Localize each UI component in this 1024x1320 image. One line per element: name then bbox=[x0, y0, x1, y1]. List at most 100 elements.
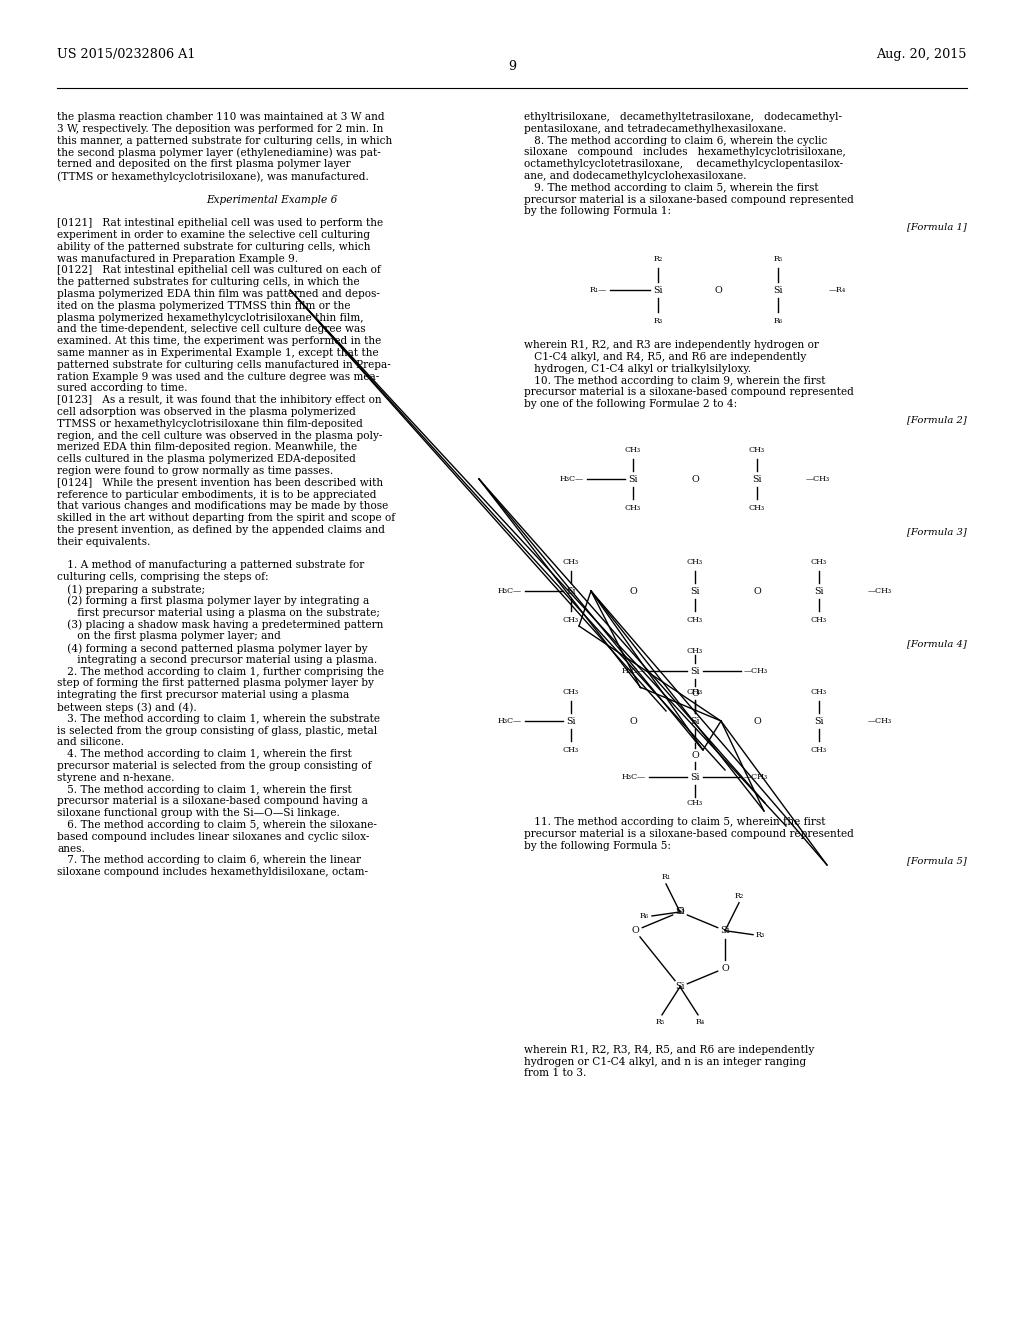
Text: 2. The method according to claim 1, further comprising the: 2. The method according to claim 1, furt… bbox=[57, 667, 384, 677]
Text: [Formula 2]: [Formula 2] bbox=[907, 414, 967, 424]
Text: Si: Si bbox=[773, 285, 782, 294]
Text: was manufactured in Preparation Example 9.: was manufactured in Preparation Example … bbox=[57, 253, 298, 264]
Text: [Formula 4]: [Formula 4] bbox=[907, 639, 967, 648]
Text: C1-C4 alkyl, and R4, R5, and R6 are independently: C1-C4 alkyl, and R4, R5, and R6 are inde… bbox=[524, 352, 806, 362]
Text: hydrogen or C1-C4 alkyl, and n is an integer ranging: hydrogen or C1-C4 alkyl, and n is an int… bbox=[524, 1056, 806, 1067]
Text: CH₃: CH₃ bbox=[563, 616, 579, 624]
Text: R₁: R₁ bbox=[662, 873, 671, 880]
Text: precursor material is a siloxane-based compound having a: precursor material is a siloxane-based c… bbox=[57, 796, 368, 807]
Text: culturing cells, comprising the steps of:: culturing cells, comprising the steps of… bbox=[57, 572, 268, 582]
Text: R₅: R₅ bbox=[655, 1018, 665, 1026]
Text: O: O bbox=[721, 964, 729, 973]
Text: H₃C—: H₃C— bbox=[498, 717, 522, 725]
Text: 3. The method according to claim 1, wherein the substrate: 3. The method according to claim 1, wher… bbox=[57, 714, 380, 723]
Text: region, and the cell culture was observed in the plasma poly-: region, and the cell culture was observe… bbox=[57, 430, 382, 441]
Text: the second plasma polymer layer (ethylenediamine) was pat-: the second plasma polymer layer (ethylen… bbox=[57, 148, 381, 158]
Text: wherein R1, R2, R3, R4, R5, and R6 are independently: wherein R1, R2, R3, R4, R5, and R6 are i… bbox=[524, 1045, 814, 1055]
Text: O: O bbox=[691, 689, 698, 697]
Text: CH₃: CH₃ bbox=[749, 446, 765, 454]
Text: CH₃: CH₃ bbox=[687, 616, 703, 624]
Text: CH₃: CH₃ bbox=[687, 688, 703, 696]
Text: ane, and dodecamethylcyclohexasiloxane.: ane, and dodecamethylcyclohexasiloxane. bbox=[524, 172, 746, 181]
Text: siloxane compound includes hexamethyldisiloxane, octam-: siloxane compound includes hexamethyldis… bbox=[57, 867, 368, 878]
Text: terned and deposited on the first plasma polymer layer: terned and deposited on the first plasma… bbox=[57, 160, 350, 169]
Text: 5. The method according to claim 1, wherein the first: 5. The method according to claim 1, wher… bbox=[57, 784, 352, 795]
Text: CH₃: CH₃ bbox=[811, 616, 827, 624]
Text: CH₃: CH₃ bbox=[625, 446, 641, 454]
Text: Si: Si bbox=[690, 772, 699, 781]
Text: precursor material is selected from the group consisting of: precursor material is selected from the … bbox=[57, 762, 372, 771]
Text: this manner, a patterned substrate for culturing cells, in which: this manner, a patterned substrate for c… bbox=[57, 136, 392, 145]
Text: 7. The method according to claim 6, wherein the linear: 7. The method according to claim 6, wher… bbox=[57, 855, 361, 866]
Text: (1) preparing a substrate;: (1) preparing a substrate; bbox=[57, 583, 205, 594]
Text: sured according to time.: sured according to time. bbox=[57, 383, 187, 393]
Text: ability of the patterned substrate for culturing cells, which: ability of the patterned substrate for c… bbox=[57, 242, 371, 252]
Text: patterned substrate for culturing cells manufactured in Prepa-: patterned substrate for culturing cells … bbox=[57, 360, 391, 370]
Text: R₆: R₆ bbox=[773, 317, 782, 325]
Text: O: O bbox=[631, 927, 639, 935]
Text: CH₃: CH₃ bbox=[563, 558, 579, 566]
Text: O: O bbox=[676, 907, 684, 916]
Text: (TTMS or hexamethylcyclotrisiloxane), was manufactured.: (TTMS or hexamethylcyclotrisiloxane), wa… bbox=[57, 172, 369, 182]
Text: siloxane functional group with the Si—O—Si linkage.: siloxane functional group with the Si—O—… bbox=[57, 808, 340, 818]
Text: R₆: R₆ bbox=[640, 912, 649, 920]
Text: Si: Si bbox=[720, 927, 730, 935]
Text: Si: Si bbox=[814, 717, 823, 726]
Text: the patterned substrates for culturing cells, in which the: the patterned substrates for culturing c… bbox=[57, 277, 359, 288]
Text: 9. The method according to claim 5, wherein the first: 9. The method according to claim 5, wher… bbox=[524, 182, 818, 193]
Text: O: O bbox=[691, 474, 698, 483]
Text: integrating a second precursor material using a plasma.: integrating a second precursor material … bbox=[57, 655, 377, 665]
Text: CH₃: CH₃ bbox=[625, 504, 641, 512]
Text: the present invention, as defined by the appended claims and: the present invention, as defined by the… bbox=[57, 525, 385, 535]
Text: their equivalents.: their equivalents. bbox=[57, 537, 151, 546]
Text: (2) forming a first plasma polymer layer by integrating a: (2) forming a first plasma polymer layer… bbox=[57, 595, 370, 606]
Text: [Formula 3]: [Formula 3] bbox=[907, 527, 967, 536]
Text: 8. The method according to claim 6, wherein the cyclic: 8. The method according to claim 6, wher… bbox=[524, 136, 827, 145]
Text: CH₃: CH₃ bbox=[687, 558, 703, 566]
Text: CH₃: CH₃ bbox=[563, 746, 579, 754]
Text: [0124]   While the present invention has been described with: [0124] While the present invention has b… bbox=[57, 478, 383, 488]
Text: TTMSS or hexamethylcyclotrisiloxane thin film-deposited: TTMSS or hexamethylcyclotrisiloxane thin… bbox=[57, 418, 362, 429]
Text: 1. A method of manufacturing a patterned substrate for: 1. A method of manufacturing a patterned… bbox=[57, 561, 365, 570]
Text: and the time-dependent, selective cell culture degree was: and the time-dependent, selective cell c… bbox=[57, 325, 366, 334]
Text: precursor material is a siloxane-based compound represented: precursor material is a siloxane-based c… bbox=[524, 194, 854, 205]
Text: reference to particular embodiments, it is to be appreciated: reference to particular embodiments, it … bbox=[57, 490, 377, 499]
Text: Experimental Example 6: Experimental Example 6 bbox=[207, 194, 338, 205]
Text: by one of the following Formulae 2 to 4:: by one of the following Formulae 2 to 4: bbox=[524, 399, 737, 409]
Text: CH₃: CH₃ bbox=[811, 746, 827, 754]
Text: Si: Si bbox=[753, 474, 762, 483]
Text: merized EDA thin film-deposited region. Meanwhile, the: merized EDA thin film-deposited region. … bbox=[57, 442, 357, 453]
Text: ethyltrisiloxane,   decamethyltetrasiloxane,   dodecamethyl-: ethyltrisiloxane, decamethyltetrasiloxan… bbox=[524, 112, 842, 121]
Text: ration Example 9 was used and the culture degree was mea-: ration Example 9 was used and the cultur… bbox=[57, 372, 379, 381]
Text: 10. The method according to claim 9, wherein the first: 10. The method according to claim 9, whe… bbox=[524, 376, 825, 385]
Text: experiment in order to examine the selective cell culturing: experiment in order to examine the selec… bbox=[57, 230, 370, 240]
Text: is selected from the group consisting of glass, plastic, metal: is selected from the group consisting of… bbox=[57, 726, 377, 735]
Text: H₃C—: H₃C— bbox=[622, 667, 646, 675]
Text: anes.: anes. bbox=[57, 843, 85, 854]
Text: siloxane   compound   includes   hexamethylcyclotrisiloxane,: siloxane compound includes hexamethylcyc… bbox=[524, 148, 846, 157]
Text: O: O bbox=[753, 586, 761, 595]
Text: plasma polymerized hexamethylcyclotrisiloxane thin film,: plasma polymerized hexamethylcyclotrisil… bbox=[57, 313, 364, 322]
Text: Si: Si bbox=[566, 586, 575, 595]
Text: 9: 9 bbox=[508, 59, 516, 73]
Text: from 1 to 3.: from 1 to 3. bbox=[524, 1068, 587, 1078]
Text: by the following Formula 1:: by the following Formula 1: bbox=[524, 206, 671, 216]
Text: O: O bbox=[691, 751, 698, 759]
Text: Si: Si bbox=[629, 474, 638, 483]
Text: O: O bbox=[629, 717, 637, 726]
Text: Si: Si bbox=[690, 667, 699, 676]
Text: skilled in the art without departing from the spirit and scope of: skilled in the art without departing fro… bbox=[57, 513, 395, 523]
Text: precursor material is a siloxane-based compound represented: precursor material is a siloxane-based c… bbox=[524, 387, 854, 397]
Text: by the following Formula 5:: by the following Formula 5: bbox=[524, 841, 671, 850]
Text: pentasiloxane, and tetradecamethylhexasiloxane.: pentasiloxane, and tetradecamethylhexasi… bbox=[524, 124, 786, 133]
Text: Si: Si bbox=[814, 586, 823, 595]
Text: —CH₃: —CH₃ bbox=[806, 475, 830, 483]
Text: [0121]   Rat intestinal epithelial cell was used to perform the: [0121] Rat intestinal epithelial cell wa… bbox=[57, 218, 383, 228]
Text: —CH₃: —CH₃ bbox=[744, 774, 768, 781]
Text: cell adsorption was observed in the plasma polymerized: cell adsorption was observed in the plas… bbox=[57, 407, 356, 417]
Text: —CH₃: —CH₃ bbox=[744, 667, 768, 675]
Text: ited on the plasma polymerized TTMSS thin film or the: ited on the plasma polymerized TTMSS thi… bbox=[57, 301, 350, 310]
Text: Si: Si bbox=[653, 285, 663, 294]
Text: the plasma reaction chamber 110 was maintained at 3 W and: the plasma reaction chamber 110 was main… bbox=[57, 112, 385, 121]
Text: 4. The method according to claim 1, wherein the first: 4. The method according to claim 1, wher… bbox=[57, 750, 352, 759]
